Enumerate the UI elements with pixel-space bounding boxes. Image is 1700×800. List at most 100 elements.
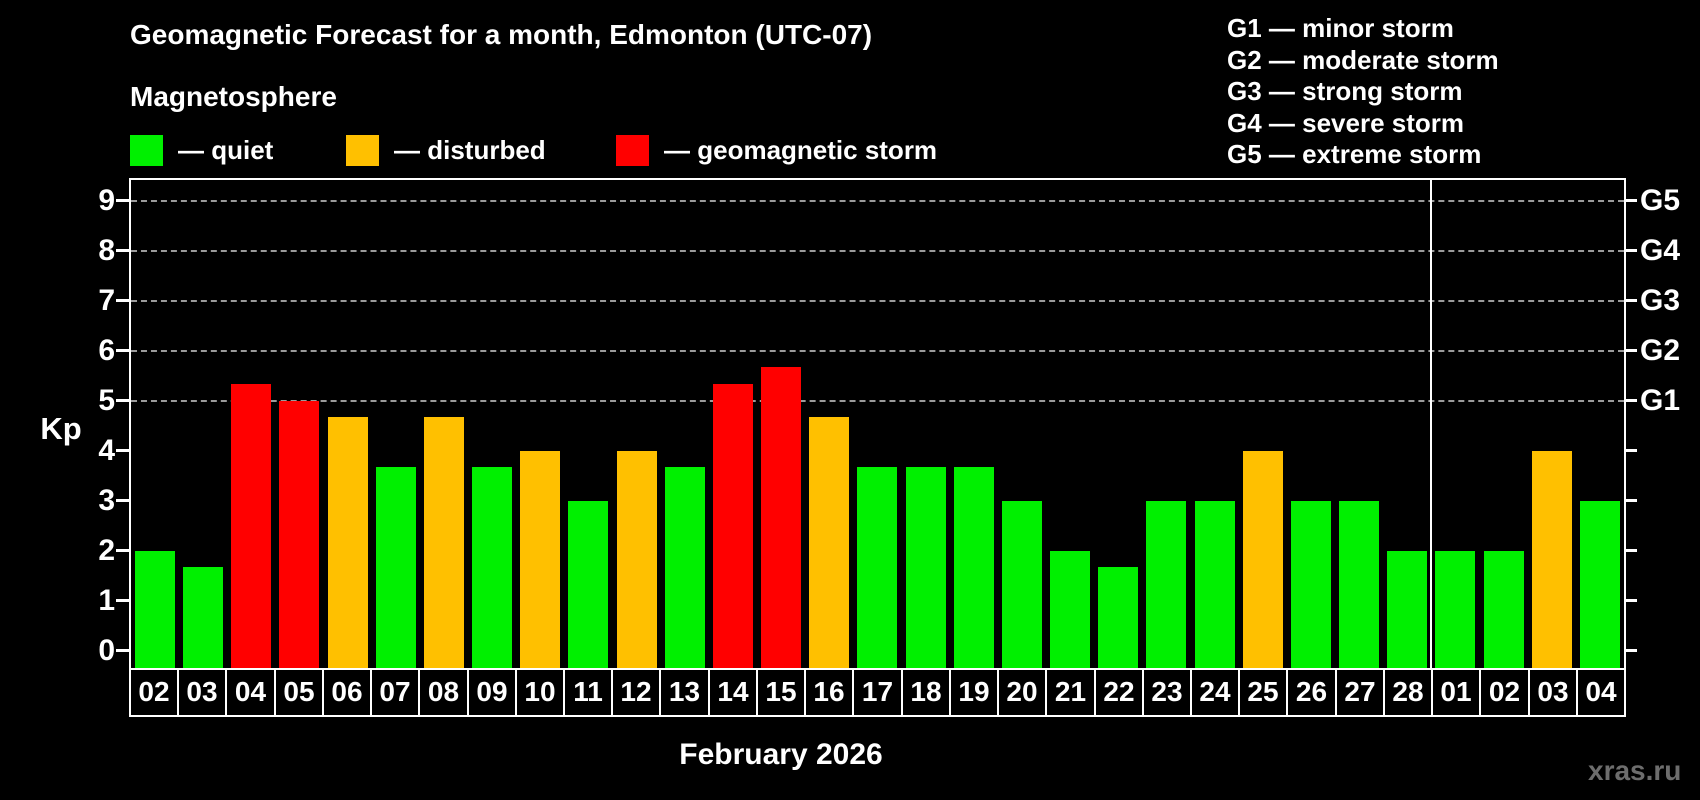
legend-label-storm: — geomagnetic storm — [664, 134, 938, 165]
month-label: February 2026 — [679, 738, 883, 771]
day-label-box: 17 — [852, 668, 903, 717]
kp-bar — [472, 467, 513, 668]
kp-bar — [761, 367, 802, 668]
day-label-box: 24 — [1190, 668, 1240, 717]
kp-bar — [1194, 500, 1235, 668]
day-label-box: 23 — [1142, 668, 1192, 717]
day-label-box: 03 — [177, 668, 227, 717]
y-axis-label: Kp — [40, 411, 82, 446]
kp-bar — [1290, 500, 1331, 668]
legend-label-disturbed: — disturbed — [394, 134, 546, 165]
y-tick-label: 5 — [98, 383, 115, 417]
gridline-kp9 — [131, 199, 1624, 202]
legend-item-storm: — geomagnetic storm — [616, 133, 937, 167]
kp-bar — [1050, 550, 1091, 668]
day-label-box: 25 — [1238, 668, 1288, 717]
legend-item-disturbed: — disturbed — [346, 133, 546, 167]
y-axis-tick-left — [116, 449, 129, 453]
day-label-box: 12 — [611, 668, 661, 717]
y-axis-tick-left — [116, 299, 129, 303]
kp-bar — [1579, 500, 1620, 668]
g-scale-label-g1: G1 — [1640, 383, 1681, 417]
gridline-kp5 — [131, 399, 1624, 402]
chart-title: Geomagnetic Forecast for a month, Edmont… — [130, 19, 873, 50]
kp-bar — [1001, 500, 1042, 668]
y-axis-tick-right — [1624, 299, 1637, 303]
y-tick-label: 0 — [98, 633, 115, 667]
gridline-kp7 — [131, 299, 1624, 302]
day-label-box: 27 — [1335, 668, 1385, 717]
kp-bar — [712, 384, 753, 668]
day-label-box: 19 — [949, 668, 999, 717]
kp-bar — [1531, 450, 1572, 668]
day-label-box: 21 — [1045, 668, 1096, 717]
y-axis-tick-right — [1624, 349, 1637, 353]
disturbed-swatch-icon — [346, 134, 379, 166]
day-label-box: 07 — [370, 668, 420, 717]
kp-bar — [231, 384, 272, 668]
kp-bar — [1483, 550, 1524, 668]
kp-bar — [809, 417, 850, 668]
day-label-box: 10 — [515, 668, 565, 717]
y-axis-tick-left — [116, 399, 129, 403]
day-label-box: 26 — [1286, 668, 1337, 717]
day-label-box: 20 — [997, 668, 1047, 717]
g-scale-label-g4: G4 — [1640, 233, 1681, 267]
legend-label-quiet: — quiet — [178, 134, 274, 165]
x-axis-day-labels: 02 03 04 05 06 07 08 09 10 11 12 13 14 15 16 17 18 19 20 21… — [129, 668, 1626, 717]
kp-bar — [905, 467, 946, 668]
kp-bar — [375, 467, 416, 668]
y-axis-tick-left — [116, 199, 129, 203]
day-label-box: 02 — [1479, 668, 1530, 717]
day-label-box: 06 — [322, 668, 372, 717]
storm-scale-g1: G1 — minor storm — [1227, 13, 1454, 43]
kp-bar — [327, 417, 368, 668]
storm-scale-g2: G2 — moderate storm — [1227, 44, 1499, 75]
month-separator-line — [1430, 180, 1433, 668]
kp-bar — [1387, 550, 1428, 668]
y-axis-tick-right — [1624, 599, 1637, 603]
y-axis-tick-left — [116, 599, 129, 603]
day-label-box: 28 — [1383, 668, 1433, 717]
storm-scale-legend: G1 — minor storm G2 — moderate storm G3 … — [1227, 13, 1499, 171]
y-axis-tick-right — [1624, 549, 1637, 553]
storm-scale-g3: G3 — strong storm — [1227, 76, 1463, 107]
y-tick-label: 2 — [98, 533, 115, 567]
legend-item-quiet: — quiet — [130, 133, 273, 167]
y-tick-label: 1 — [98, 583, 115, 617]
y-tick-label: 8 — [98, 233, 115, 267]
y-axis-tick-right — [1624, 499, 1637, 503]
storm-scale-g5: G5 — extreme storm — [1227, 139, 1482, 170]
kp-bar — [1098, 567, 1139, 668]
kp-bar — [279, 400, 320, 668]
day-label-box: 08 — [418, 668, 469, 717]
day-label-box: 04 — [225, 668, 276, 717]
day-label-box: 18 — [901, 668, 951, 717]
day-label-box: 11 — [563, 668, 613, 717]
day-label-box: 13 — [659, 668, 710, 717]
y-tick-label: 7 — [98, 283, 115, 317]
day-label-box: 03 — [1528, 668, 1578, 717]
kp-bar — [1242, 450, 1283, 668]
y-tick-label: 4 — [98, 433, 115, 467]
watermark: xras.ru — [1588, 755, 1682, 786]
day-label-box: 01 — [1431, 668, 1481, 717]
day-label-box: 14 — [708, 668, 758, 717]
kp-bar — [857, 467, 898, 668]
g-scale-label-g2: G2 — [1640, 333, 1681, 367]
kp-bar — [520, 450, 561, 668]
kp-bar — [183, 567, 224, 668]
kp-bar — [1146, 500, 1187, 668]
plot-area: 0 1 2 3 4 5 6 7 8 9 G1 G2 G3 G4 G5 — [98, 178, 1680, 670]
y-axis-tick-right — [1624, 449, 1637, 453]
y-axis-tick-left — [116, 249, 129, 253]
day-label-box: 22 — [1094, 668, 1144, 717]
day-label-box: 02 — [129, 668, 179, 717]
y-axis-tick-right — [1624, 649, 1637, 653]
y-axis-tick-left — [116, 549, 129, 553]
y-tick-label: 3 — [98, 483, 115, 517]
y-axis-tick-right — [1624, 399, 1637, 403]
kp-bar — [953, 467, 994, 668]
kp-bar — [568, 500, 609, 668]
